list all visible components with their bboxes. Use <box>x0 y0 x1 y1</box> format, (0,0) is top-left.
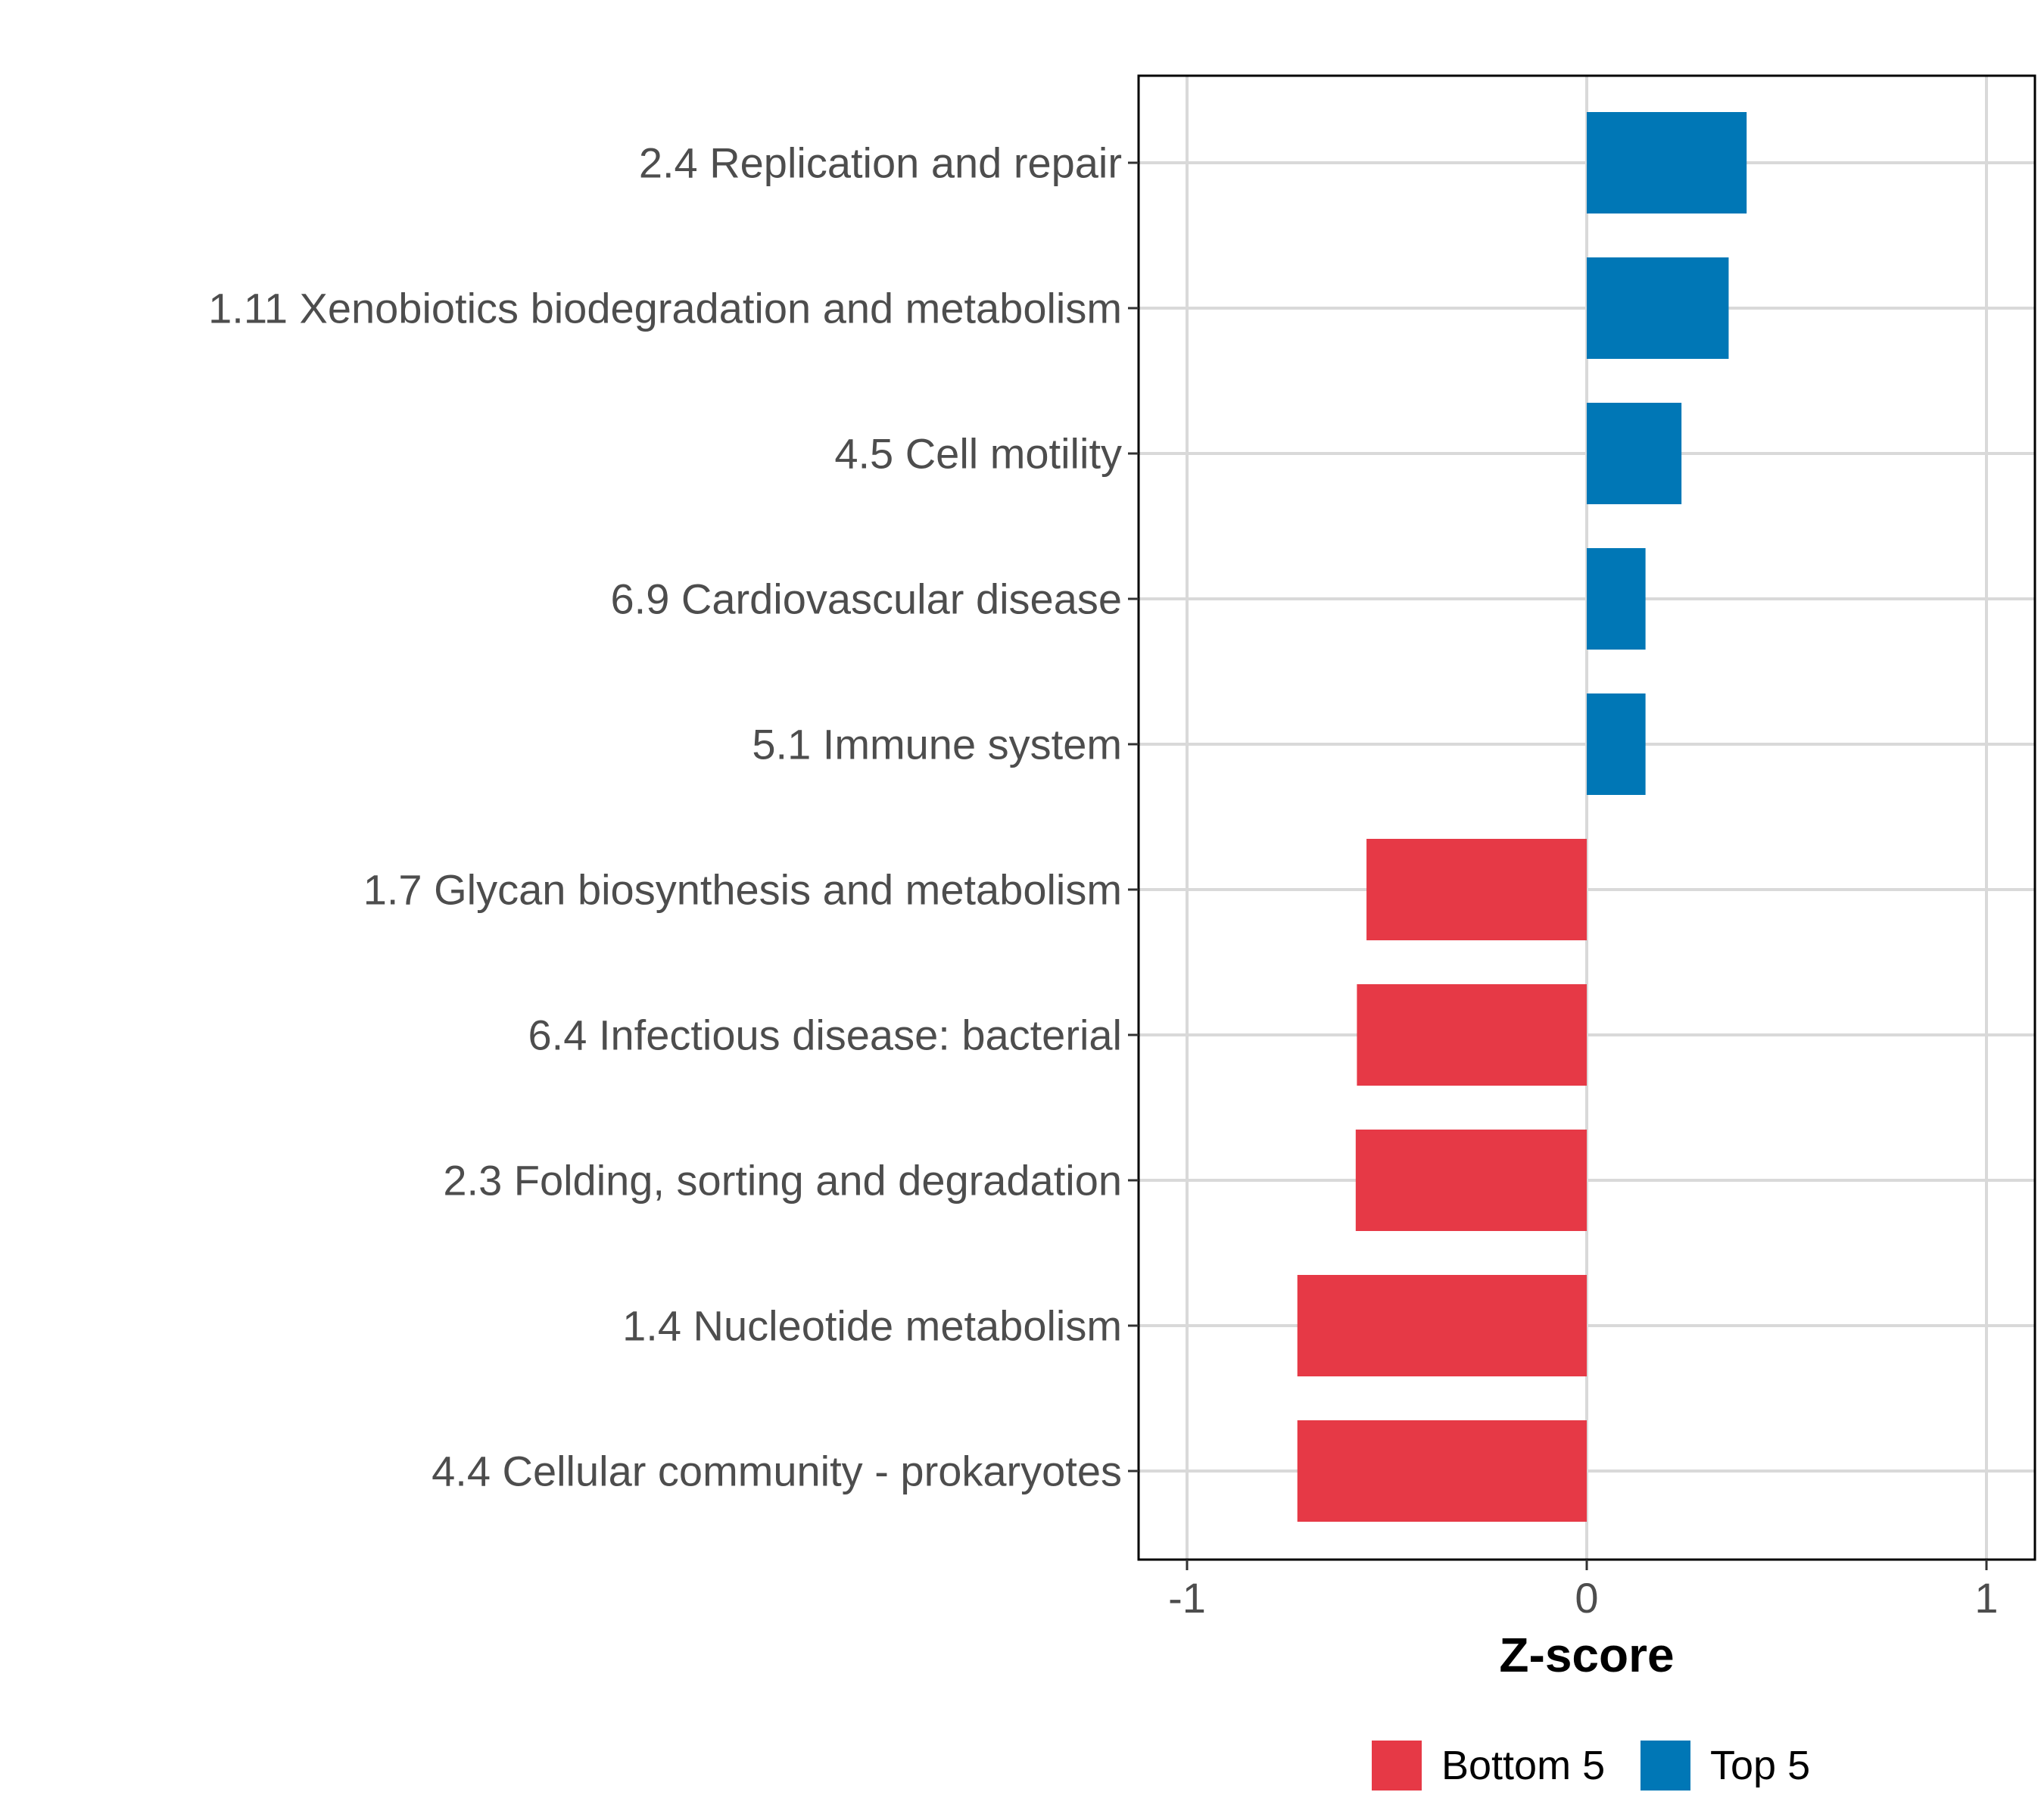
x-axis: -1 0 1 <box>1168 1560 1999 1622</box>
legend: Bottom 5 Top 5 <box>1372 1741 1810 1791</box>
y-tick-label: 4.5 Cell motility <box>834 430 1122 478</box>
y-tick-label: 1.7 Glycan biosynthesis and metabolism <box>363 866 1122 914</box>
y-tick-label: 1.11 Xenobiotics biodegradation and meta… <box>208 285 1122 332</box>
bar <box>1587 257 1729 359</box>
legend-item: Top 5 <box>1640 1741 1810 1791</box>
bar <box>1587 548 1646 650</box>
bars <box>1297 112 1747 1522</box>
legend-item: Bottom 5 <box>1372 1741 1605 1791</box>
y-tick-label: 6.4 Infectious disease: bacterial <box>528 1011 1122 1059</box>
y-tick-label: 5.1 Immune system <box>752 721 1122 768</box>
y-tick-label: 4.4 Cellular community - prokaryotes <box>432 1448 1122 1495</box>
x-tick-label: 1 <box>1974 1574 1998 1622</box>
bar <box>1297 1420 1587 1522</box>
bar <box>1297 1275 1587 1376</box>
bar <box>1357 984 1587 1086</box>
bar <box>1587 112 1747 213</box>
x-tick-label: -1 <box>1168 1574 1206 1622</box>
legend-key <box>1640 1741 1690 1791</box>
y-tick-label: 1.4 Nucleotide metabolism <box>622 1302 1122 1350</box>
y-axis: 2.4 Replication and repair 1.11 Xenobioti… <box>208 139 1139 1495</box>
y-tick-label: 6.9 Cardiovascular disease <box>611 575 1122 623</box>
x-tick-label: 0 <box>1575 1574 1598 1622</box>
y-tick-label: 2.3 Folding, sorting and degradation <box>443 1157 1122 1205</box>
x-axis-title: Z-score <box>1499 1628 1674 1682</box>
bar <box>1366 839 1587 940</box>
bar <box>1587 403 1682 504</box>
y-tick-label: 2.4 Replication and repair <box>639 139 1122 187</box>
bar <box>1587 693 1646 795</box>
legend-label: Bottom 5 <box>1441 1743 1605 1788</box>
bar <box>1355 1130 1587 1231</box>
legend-key <box>1372 1741 1422 1791</box>
legend-label: Top 5 <box>1710 1743 1810 1788</box>
